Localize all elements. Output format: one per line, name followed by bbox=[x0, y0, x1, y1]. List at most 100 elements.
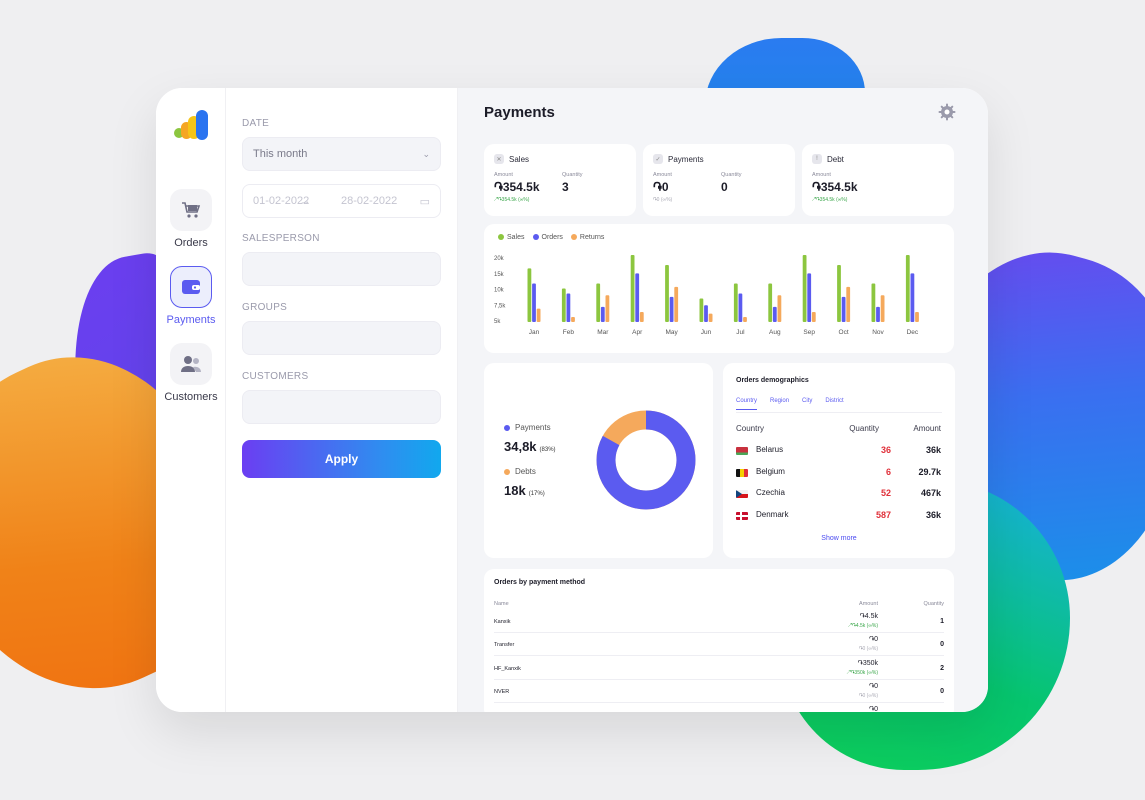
payment-methods-card: Orders by payment method Name Amount Qua… bbox=[484, 569, 954, 712]
kpi-delta: ↗֏354.5k (∞%) bbox=[494, 197, 530, 203]
x-tick-label: Oct bbox=[839, 329, 849, 336]
kpi-amount-label: Amount bbox=[653, 172, 672, 178]
period-select[interactable]: This month ⌄ bbox=[242, 137, 441, 171]
bar-orders-jul[interactable] bbox=[738, 293, 743, 322]
nav-label: Orders bbox=[174, 237, 208, 249]
nav-orders[interactable]: Orders bbox=[156, 189, 226, 249]
legend-item[interactable]: Sales bbox=[498, 234, 525, 241]
bar-sales-feb[interactable] bbox=[561, 288, 566, 323]
tab-region[interactable]: Region bbox=[770, 398, 790, 404]
bar-orders-apr[interactable] bbox=[635, 273, 640, 322]
kpi-debt-card: ! Debt Amount ֏354.5k ↗֏354.5k (∞%) bbox=[802, 144, 954, 216]
bar-sales-jun[interactable] bbox=[699, 298, 704, 322]
kpi-sales-card: ✕ Sales Amount ֏354.5k ↗֏354.5k (∞%) Quan… bbox=[484, 144, 636, 216]
groups-select[interactable] bbox=[242, 321, 441, 355]
row-qty: 52 bbox=[880, 488, 891, 498]
kpi-qty: 3 bbox=[562, 180, 569, 194]
bar-sales-dec[interactable] bbox=[905, 255, 910, 322]
bar-returns-jul[interactable] bbox=[743, 316, 747, 322]
bar-orders-nov[interactable] bbox=[876, 306, 880, 322]
bar-returns-dec[interactable] bbox=[915, 311, 919, 322]
sales-icon: ✕ bbox=[494, 154, 504, 164]
table-row[interactable]: ֏0 bbox=[494, 703, 944, 712]
bar-sales-oct[interactable] bbox=[837, 265, 841, 322]
table-row[interactable]: Czechia 52 467k bbox=[736, 487, 942, 509]
bar-orders-aug[interactable] bbox=[772, 306, 777, 322]
method-name: Transfer bbox=[494, 642, 515, 648]
kpi-amount: ֏354.5k bbox=[494, 180, 540, 194]
date-range-input[interactable]: 01-02-2022 → 28-02-2022 ▭ bbox=[242, 184, 441, 218]
bar-sales-may[interactable] bbox=[665, 265, 669, 322]
legend-label: Returns bbox=[579, 234, 605, 241]
x-tick-label: Dec bbox=[907, 329, 919, 336]
nav-payments[interactable]: Payments bbox=[156, 266, 226, 326]
bar-returns-apr[interactable] bbox=[639, 311, 644, 322]
bar-sales-jul[interactable] bbox=[733, 283, 738, 322]
row-qty: 36 bbox=[880, 445, 891, 455]
tab-country[interactable]: Country bbox=[736, 398, 758, 410]
tab-district[interactable]: District bbox=[825, 398, 844, 404]
table-row[interactable]: Belgium 6 29.7k bbox=[736, 466, 942, 488]
bar-orders-dec[interactable] bbox=[910, 273, 915, 322]
bar-orders-sep[interactable] bbox=[807, 273, 812, 322]
bar-orders-oct[interactable] bbox=[841, 296, 846, 322]
bar-returns-oct[interactable] bbox=[846, 286, 851, 322]
tab-city[interactable]: City bbox=[802, 398, 813, 404]
bar-sales-mar[interactable] bbox=[596, 283, 601, 322]
y-tick-label: 15k bbox=[494, 272, 505, 278]
chevron-down-icon: ⌄ bbox=[422, 148, 430, 159]
legend-item[interactable]: Orders bbox=[532, 234, 563, 241]
bar-orders-feb[interactable] bbox=[566, 293, 571, 322]
bar-sales-aug[interactable] bbox=[768, 283, 773, 322]
gear-icon[interactable] bbox=[938, 103, 956, 121]
nav-rail: Orders Payments Customers bbox=[156, 88, 226, 712]
table-row[interactable]: Transfer ֏0 ֏0 (∞%) 0 bbox=[494, 633, 944, 656]
flag-belarus-icon bbox=[736, 447, 748, 455]
bar-returns-mar[interactable] bbox=[605, 295, 610, 322]
customers-select[interactable] bbox=[242, 390, 441, 424]
x-tick-label: Feb bbox=[563, 329, 575, 336]
donut-slice-payments[interactable] bbox=[596, 410, 696, 510]
bar-sales-jan[interactable] bbox=[527, 268, 532, 322]
bar-returns-nov[interactable] bbox=[880, 295, 885, 322]
debts-total: 18k (17%) bbox=[504, 483, 545, 498]
demographics-tabs: Country Region City District bbox=[736, 398, 844, 410]
main-content: Payments ✕ Sales Amount ֏354.5k ↗֏354.5k … bbox=[458, 88, 988, 712]
bar-returns-jan[interactable] bbox=[536, 308, 541, 322]
legend-label: Orders bbox=[541, 234, 563, 241]
donut-chart bbox=[596, 410, 696, 510]
bar-returns-may[interactable] bbox=[674, 286, 679, 322]
payments-value: 34,8k bbox=[504, 439, 537, 454]
table-row[interactable]: Belarus 36 36k bbox=[736, 444, 942, 466]
table-row[interactable]: Kanxik ֏4.5k ↗֏4.5k (∞%) 1 bbox=[494, 610, 944, 633]
table-row[interactable]: NVER ֏0 ֏0 (∞%) 0 bbox=[494, 680, 944, 703]
method-amount: ֏4.5k bbox=[859, 613, 878, 620]
salesperson-select[interactable] bbox=[242, 252, 441, 286]
bar-returns-feb[interactable] bbox=[571, 316, 575, 322]
flag-belgium-icon bbox=[736, 469, 748, 477]
table-row[interactable]: Denmark 587 36k bbox=[736, 509, 942, 531]
kpi-delta: ֏0 (∞%) bbox=[653, 197, 673, 203]
bar-sales-sep[interactable] bbox=[802, 255, 807, 322]
cart-icon bbox=[170, 189, 212, 231]
nav-customers[interactable]: Customers bbox=[156, 343, 226, 403]
bar-orders-jan[interactable] bbox=[532, 283, 536, 322]
app-window: Orders Payments Customers DATE This mont… bbox=[156, 88, 988, 712]
table-row[interactable]: HF_Kanxik ֏350k ↗֏350k (∞%) 2 bbox=[494, 657, 944, 680]
method-qty: 0 bbox=[940, 641, 944, 648]
kpi-title: Payments bbox=[668, 154, 704, 164]
col-header: Name bbox=[494, 601, 509, 607]
bar-orders-may[interactable] bbox=[669, 296, 674, 322]
bar-returns-sep[interactable] bbox=[811, 311, 816, 322]
bar-sales-nov[interactable] bbox=[871, 283, 876, 322]
apply-button[interactable]: Apply bbox=[242, 440, 441, 478]
bar-sales-apr[interactable] bbox=[630, 255, 635, 322]
show-more-link[interactable]: Show more bbox=[821, 535, 857, 542]
bar-orders-jun[interactable] bbox=[704, 305, 708, 322]
country-name: Denmark bbox=[756, 510, 789, 519]
legend-item[interactable]: Returns bbox=[570, 234, 605, 241]
groups-label: GROUPS bbox=[242, 302, 288, 313]
bar-orders-mar[interactable] bbox=[600, 306, 605, 322]
bar-returns-aug[interactable] bbox=[777, 295, 782, 322]
bar-returns-jun[interactable] bbox=[708, 313, 713, 322]
